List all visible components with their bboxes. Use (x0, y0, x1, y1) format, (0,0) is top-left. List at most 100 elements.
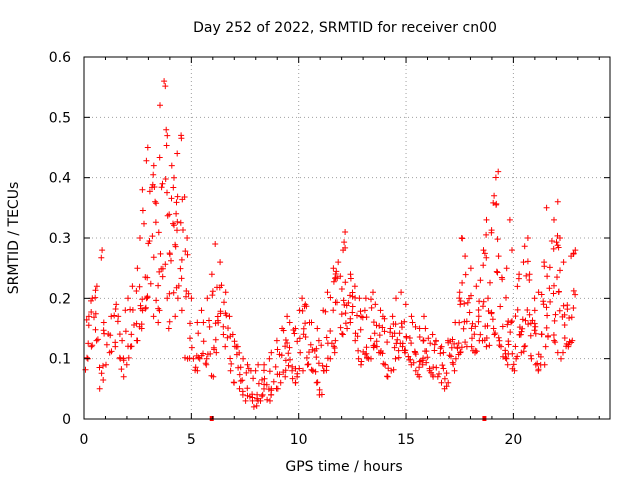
data-point (537, 353, 544, 360)
data-point (421, 313, 427, 320)
data-point (484, 322, 491, 329)
data-point (209, 292, 216, 299)
data-point (285, 362, 292, 369)
data-point (546, 285, 553, 292)
data-point (405, 353, 412, 360)
data-point (546, 264, 553, 271)
data-point (384, 339, 391, 346)
data-point (401, 318, 408, 325)
data-point (408, 340, 415, 347)
x-tick-label: 10 (290, 432, 308, 448)
data-point (330, 265, 337, 272)
data-point (531, 295, 538, 302)
data-point (255, 361, 262, 368)
data-point (373, 338, 380, 345)
data-point (473, 283, 480, 290)
data-point (448, 344, 455, 351)
data-point (347, 275, 354, 282)
data-point (555, 289, 562, 295)
data-point (550, 332, 557, 338)
data-point (455, 340, 462, 347)
data-point (568, 314, 575, 321)
data-point (439, 362, 446, 369)
data-point (377, 307, 384, 314)
data-point (356, 295, 363, 302)
chart-title: Day 252 of 2022, SRMTID for receiver cn0… (193, 20, 497, 36)
data-point (503, 355, 510, 362)
data-point (227, 355, 234, 362)
data-point (312, 368, 319, 375)
data-point (363, 344, 370, 351)
data-point (354, 312, 360, 319)
data-point (168, 195, 175, 202)
data-point (222, 343, 229, 350)
data-point (220, 323, 227, 330)
data-point (419, 357, 426, 364)
data-point (344, 325, 351, 332)
data-point (173, 210, 180, 217)
data-point (423, 348, 430, 355)
data-points (82, 78, 579, 421)
data-point (403, 333, 410, 340)
data-point (216, 284, 223, 291)
data-point (284, 313, 291, 320)
data-point (220, 331, 227, 338)
data-point (376, 349, 382, 356)
data-point (552, 311, 559, 318)
data-point (131, 322, 137, 328)
data-point (368, 355, 374, 362)
data-point (557, 267, 563, 274)
data-point (127, 306, 134, 313)
data-point (425, 335, 432, 342)
data-point (514, 353, 521, 360)
data-point (282, 343, 289, 350)
data-point (338, 286, 345, 292)
data-point (416, 325, 423, 332)
data-point (364, 354, 370, 361)
data-point (485, 308, 492, 314)
data-point (570, 251, 577, 257)
data-point (379, 350, 386, 357)
data-point (240, 355, 247, 362)
data-point (225, 325, 231, 332)
data-point (409, 319, 416, 326)
data-point (237, 378, 244, 384)
data-point (308, 319, 315, 326)
data-point (108, 313, 115, 320)
data-point (144, 294, 151, 301)
data-point (531, 320, 538, 327)
data-point (572, 247, 579, 254)
data-point (334, 275, 341, 282)
data-point (451, 367, 458, 374)
data-point (186, 355, 193, 362)
data-point (188, 295, 195, 302)
data-point (318, 391, 325, 398)
data-point (323, 334, 330, 341)
data-point (139, 296, 146, 303)
data-point (89, 295, 96, 302)
data-point (152, 198, 159, 205)
data-point (122, 328, 129, 335)
data-point (264, 396, 271, 403)
data-point (156, 268, 163, 275)
data-point (341, 239, 348, 246)
data-point (330, 343, 337, 350)
data-point (166, 251, 173, 258)
data-point (136, 323, 143, 330)
data-point (231, 338, 238, 345)
data-point (150, 171, 157, 178)
data-point (508, 319, 514, 326)
data-point (116, 354, 123, 361)
data-point (307, 341, 314, 348)
data-point (550, 290, 557, 297)
data-point (177, 219, 184, 226)
data-point (322, 308, 329, 315)
data-point (491, 192, 498, 199)
y-axis-label: SRMTID / TECUs (6, 182, 22, 295)
data-point (527, 332, 534, 339)
data-point (302, 320, 309, 327)
data-point (136, 283, 143, 290)
data-point (93, 283, 100, 290)
data-point (507, 329, 514, 336)
data-point (212, 241, 219, 247)
